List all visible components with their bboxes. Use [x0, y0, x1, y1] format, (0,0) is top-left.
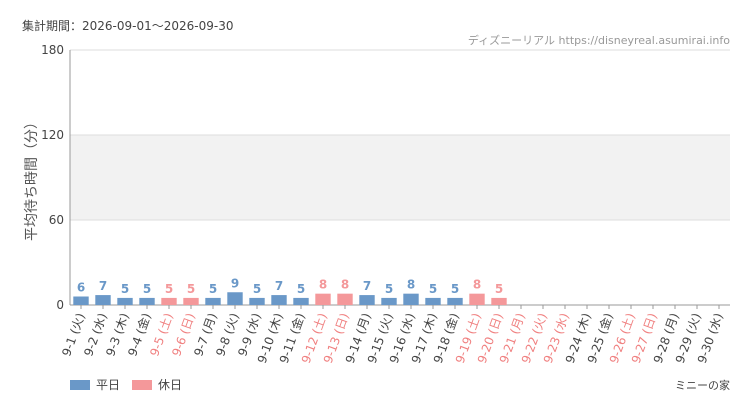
bar — [447, 297, 463, 305]
value-label: 8 — [319, 278, 327, 292]
bar — [337, 293, 353, 305]
legend-swatch — [70, 380, 90, 390]
bar — [205, 297, 221, 305]
y-tick-label: 120 — [41, 128, 64, 142]
bar — [381, 297, 397, 305]
bar — [183, 297, 199, 305]
bar — [425, 297, 441, 305]
value-label: 9 — [231, 276, 239, 290]
value-label: 7 — [99, 279, 107, 293]
value-label: 5 — [297, 282, 305, 296]
shaded-band — [70, 135, 730, 220]
bar — [271, 295, 287, 305]
bar — [491, 297, 507, 305]
source: ディズニーリアル https://disneyreal.asumirai.inf… — [468, 33, 730, 47]
bar — [139, 297, 155, 305]
value-label: 5 — [451, 282, 459, 296]
value-label: 5 — [429, 282, 437, 296]
value-label: 5 — [165, 282, 173, 296]
value-label: 7 — [275, 279, 283, 293]
bar — [469, 293, 485, 305]
value-label: 5 — [385, 282, 393, 296]
bar — [315, 293, 331, 305]
value-label: 5 — [209, 282, 217, 296]
bar — [95, 295, 111, 305]
y-tick-label: 0 — [56, 298, 64, 312]
value-label: 7 — [363, 279, 371, 293]
bar — [403, 293, 419, 305]
legend-label: 平日 — [96, 378, 120, 392]
value-label: 5 — [253, 282, 261, 296]
bar — [293, 297, 309, 305]
bar — [249, 297, 265, 305]
y-axis-label: 平均待ち時間（分） — [24, 115, 40, 241]
bar — [359, 295, 375, 305]
legend-swatch — [132, 380, 152, 390]
value-label: 6 — [77, 281, 85, 295]
legend-label: 休日 — [158, 378, 182, 392]
value-label: 5 — [121, 282, 129, 296]
value-label: 8 — [473, 278, 481, 292]
value-label: 8 — [341, 278, 349, 292]
bar — [73, 296, 89, 305]
value-label: 8 — [407, 278, 415, 292]
chart-title: ミニーの家 — [675, 378, 730, 392]
value-label: 5 — [495, 282, 503, 296]
value-label: 5 — [143, 282, 151, 296]
y-tick-label: 180 — [41, 43, 64, 57]
y-tick-label: 60 — [49, 213, 64, 227]
bar — [117, 297, 133, 305]
subtitle: 集計期間：2026-09-01～2026-09-30 — [22, 18, 233, 33]
bar — [161, 297, 177, 305]
bar — [227, 292, 243, 305]
value-label: 5 — [187, 282, 195, 296]
